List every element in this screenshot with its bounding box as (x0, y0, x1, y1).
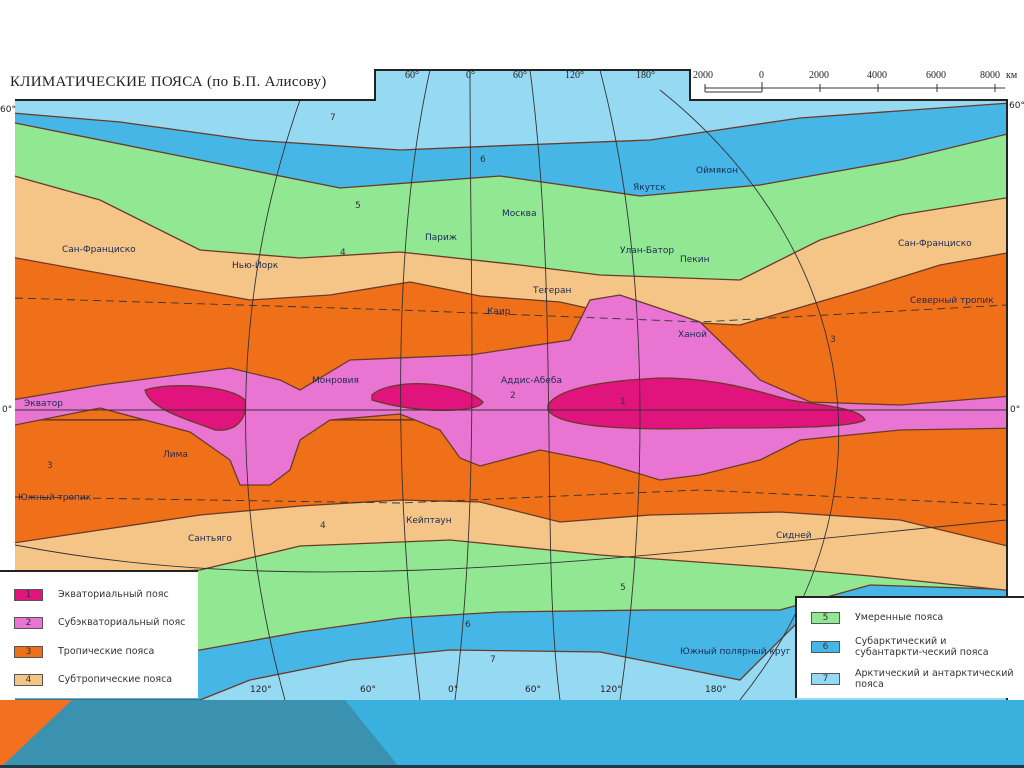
city-label: Улан-Батор (620, 246, 674, 256)
meridian (529, 70, 561, 700)
zone-number: 4 (340, 248, 346, 258)
zone-number: 1 (620, 397, 626, 407)
city-label: Сан-Франциско (62, 245, 136, 255)
scale-bar (704, 82, 1005, 93)
city-label: Нью-Йорк (232, 259, 279, 271)
zone-number: 2 (510, 391, 516, 401)
zone-number: 7 (330, 113, 336, 123)
legend-right: 5 Умеренные пояса 6 Субарктический и суб… (795, 596, 1024, 698)
zone-number: 5 (620, 583, 626, 593)
legend-left: 1 Экваториальный пояс 2 Субэкваториальны… (0, 570, 198, 698)
legend-label: Тропические пояса (58, 646, 155, 657)
zone-subequatorial (15, 294, 1007, 486)
longitude-label: 180° (636, 70, 655, 81)
scale-tick: 2000 (693, 70, 713, 81)
south-tropic-label: Южный тропик (18, 493, 92, 503)
legend-item-arctic: 7 Арктический и антарктический пояса (811, 668, 1020, 690)
legend-swatch: 1 (14, 589, 43, 601)
zone-number: 7 (490, 655, 496, 665)
zone-equatorial-america (144, 385, 247, 431)
longitude-label: 0° (466, 70, 475, 81)
meridian (454, 70, 473, 700)
zone-number: 3 (47, 461, 53, 471)
legend-swatch: 7 (811, 673, 840, 685)
city-label: Сидней (776, 531, 812, 541)
latitude-label: 60° (1009, 101, 1024, 111)
zone-number: 6 (465, 620, 471, 630)
city-label: Монровия (312, 376, 359, 386)
longitude-label: 60° (360, 685, 376, 695)
city-label: Париж (425, 233, 457, 243)
accent-triangle (0, 700, 72, 768)
map-title: КЛИМАТИЧЕСКИЕ ПОЯСА (по Б.П. Алисову) (10, 74, 327, 90)
zone-number: 4 (320, 521, 326, 531)
scale-tick: 6000 (926, 70, 946, 81)
climate-map: Сан-Франциско Нью-Йорк Париж Москва Якут… (0, 69, 1024, 700)
scale-unit: км (1006, 70, 1018, 81)
city-label: Тегеран (532, 286, 572, 296)
legend-label: Субтропические пояса (58, 674, 173, 685)
zone-number: 5 (355, 201, 361, 211)
legend-label: Арктический и антарктический пояса (855, 668, 1014, 690)
longitude-label: 60° (405, 70, 419, 81)
scale-tick: 8000 (980, 70, 1000, 81)
legend-swatch: 2 (14, 617, 43, 629)
zone-equatorial-asia (547, 377, 866, 430)
city-label: Аддис-Абеба (501, 376, 562, 386)
meridian (245, 99, 301, 700)
scale-tick: 4000 (867, 70, 887, 81)
longitude-label: 60° (525, 685, 541, 695)
legend-item-tropical: 3 Тропические пояса (14, 646, 154, 658)
legend-swatch: 6 (811, 641, 840, 653)
scale-tick: 0 (759, 70, 764, 81)
legend-item-temperate: 5 Умеренные пояса (811, 612, 943, 624)
legend-swatch: 3 (14, 646, 43, 658)
legend-label: Субарктический и субантаркти-ческий пояс… (855, 636, 989, 658)
north-tropic-line (15, 297, 1007, 323)
city-label: Кейптаун (406, 516, 452, 526)
legend-label: Субэкваториальный пояс (58, 617, 186, 628)
longitude-label: 60° (513, 70, 527, 81)
slide-footer-banner (0, 700, 1024, 768)
legend-label: Экваториальный пояс (58, 589, 169, 600)
meridian (400, 70, 431, 700)
longitude-label: 0° (448, 685, 458, 695)
city-label: Сантьяго (188, 534, 232, 544)
latitude-label: 60° (0, 105, 16, 115)
city-label: Оймякон (696, 166, 738, 176)
legend-item-equatorial: 1 Экваториальный пояс (14, 589, 169, 601)
city-label: Пекин (680, 255, 710, 265)
zone-number: 6 (480, 155, 486, 165)
legend-label: Умеренные пояса (855, 612, 944, 623)
zone-number: 3 (830, 335, 836, 345)
city-label: Сан-Франциско (898, 239, 972, 249)
equator-label: Экватор (24, 399, 63, 409)
legend-swatch: 5 (811, 612, 840, 624)
south-polar-label: Южный полярный круг (680, 647, 791, 657)
city-label: Якутск (633, 183, 666, 193)
scale-tick: 2000 (809, 70, 829, 81)
longitude-label: 180° (705, 685, 727, 695)
longitude-label: 120° (250, 685, 272, 695)
latitude-label: 0° (1010, 405, 1020, 415)
legend-swatch: 4 (14, 674, 43, 686)
city-label: Москва (502, 209, 536, 219)
parallel (15, 519, 1007, 573)
legend-item-subarctic: 6 Субарктический и субантаркти-ческий по… (811, 636, 1015, 658)
city-label: Каир (487, 307, 511, 317)
north-tropic-label: Северный тропик (910, 296, 994, 306)
city-label: Лима (163, 450, 188, 460)
longitude-label: 120° (600, 685, 622, 695)
city-label: Ханой (678, 330, 707, 340)
legend-item-subtropical: 4 Субтропические пояса (14, 674, 172, 686)
longitude-label: 120° (565, 70, 584, 81)
latitude-label: 0° (2, 405, 12, 415)
meridian (599, 70, 641, 700)
legend-item-subequatorial: 2 Субэкваториальный пояс (14, 617, 185, 629)
